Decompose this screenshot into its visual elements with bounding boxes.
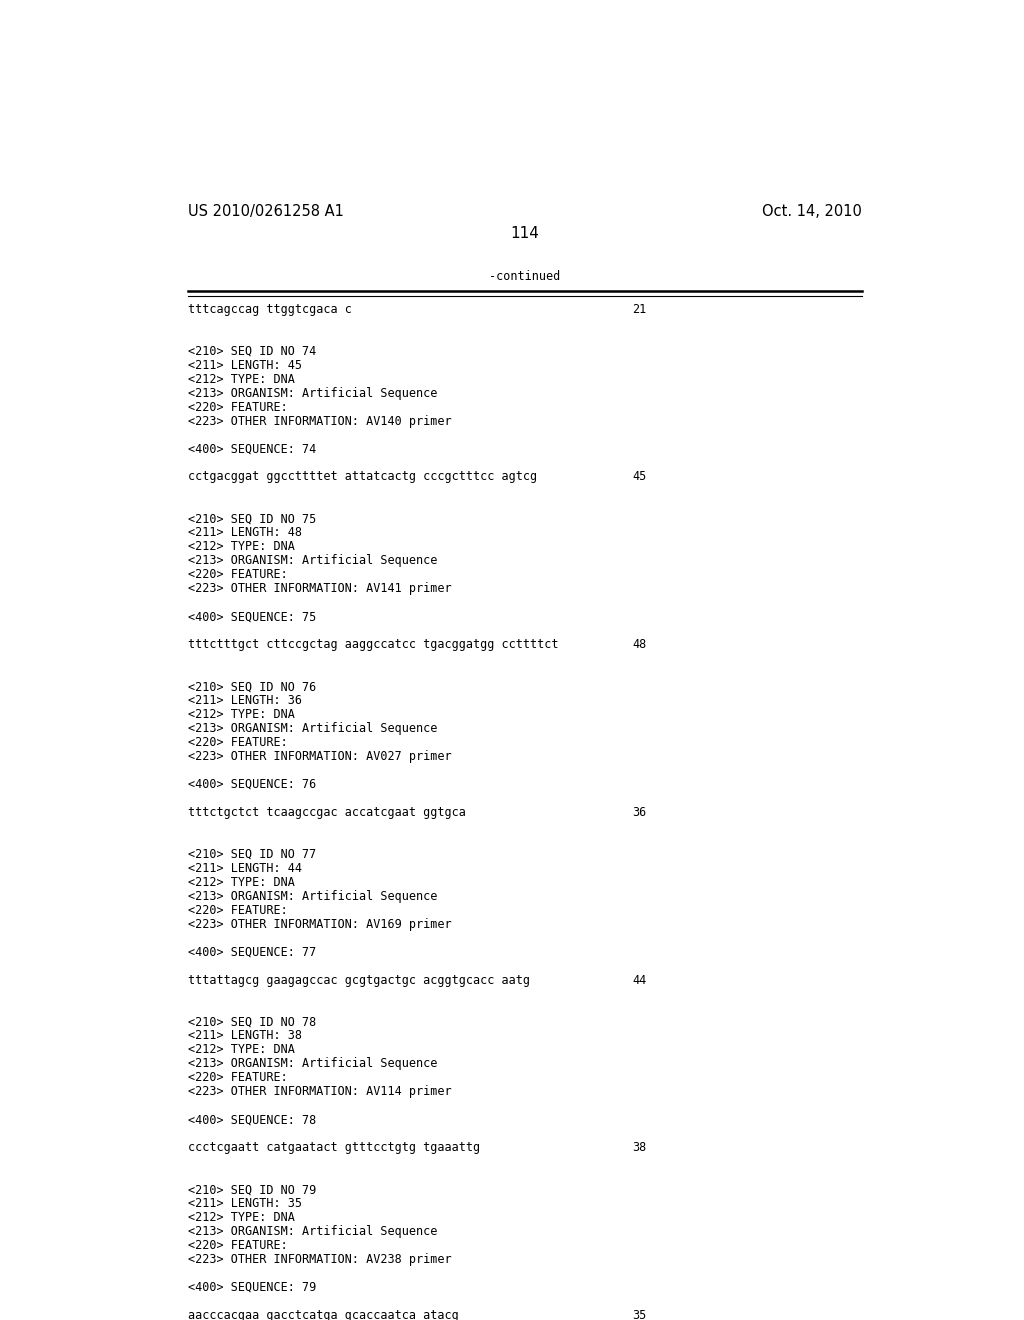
Text: <212> TYPE: DNA: <212> TYPE: DNA [187, 708, 294, 721]
Text: <211> LENGTH: 36: <211> LENGTH: 36 [187, 694, 301, 708]
Text: <220> FEATURE:: <220> FEATURE: [187, 400, 288, 413]
Text: tttctttgct cttccgctag aaggccatcc tgacggatgg ccttttct: tttctttgct cttccgctag aaggccatcc tgacgga… [187, 638, 558, 651]
Text: 38: 38 [632, 1142, 646, 1154]
Text: <212> TYPE: DNA: <212> TYPE: DNA [187, 1212, 294, 1224]
Text: -continued: -continued [489, 271, 560, 284]
Text: <212> TYPE: DNA: <212> TYPE: DNA [187, 540, 294, 553]
Text: <400> SEQUENCE: 76: <400> SEQUENCE: 76 [187, 777, 315, 791]
Text: <211> LENGTH: 35: <211> LENGTH: 35 [187, 1197, 301, 1210]
Text: aacccacgaa gacctcatga gcaccaatca atacg: aacccacgaa gacctcatga gcaccaatca atacg [187, 1309, 459, 1320]
Text: <210> SEQ ID NO 79: <210> SEQ ID NO 79 [187, 1183, 315, 1196]
Text: <223> OTHER INFORMATION: AV238 primer: <223> OTHER INFORMATION: AV238 primer [187, 1253, 452, 1266]
Text: cctgacggat ggccttttet attatcactg cccgctttcc agtcg: cctgacggat ggccttttet attatcactg cccgctt… [187, 470, 537, 483]
Text: <400> SEQUENCE: 77: <400> SEQUENCE: 77 [187, 945, 315, 958]
Text: <210> SEQ ID NO 76: <210> SEQ ID NO 76 [187, 680, 315, 693]
Text: <400> SEQUENCE: 78: <400> SEQUENCE: 78 [187, 1113, 315, 1126]
Text: <213> ORGANISM: Artificial Sequence: <213> ORGANISM: Artificial Sequence [187, 1057, 437, 1071]
Text: <223> OTHER INFORMATION: AV140 primer: <223> OTHER INFORMATION: AV140 primer [187, 414, 452, 428]
Text: <211> LENGTH: 45: <211> LENGTH: 45 [187, 359, 301, 372]
Text: Oct. 14, 2010: Oct. 14, 2010 [762, 205, 862, 219]
Text: 36: 36 [632, 805, 646, 818]
Text: <223> OTHER INFORMATION: AV114 primer: <223> OTHER INFORMATION: AV114 primer [187, 1085, 452, 1098]
Text: <212> TYPE: DNA: <212> TYPE: DNA [187, 1043, 294, 1056]
Text: 21: 21 [632, 302, 646, 315]
Text: <211> LENGTH: 44: <211> LENGTH: 44 [187, 862, 301, 875]
Text: <210> SEQ ID NO 77: <210> SEQ ID NO 77 [187, 847, 315, 861]
Text: <211> LENGTH: 38: <211> LENGTH: 38 [187, 1030, 301, 1043]
Text: <213> ORGANISM: Artificial Sequence: <213> ORGANISM: Artificial Sequence [187, 387, 437, 400]
Text: <213> ORGANISM: Artificial Sequence: <213> ORGANISM: Artificial Sequence [187, 1225, 437, 1238]
Text: <213> ORGANISM: Artificial Sequence: <213> ORGANISM: Artificial Sequence [187, 722, 437, 735]
Text: <220> FEATURE:: <220> FEATURE: [187, 1072, 288, 1085]
Text: <212> TYPE: DNA: <212> TYPE: DNA [187, 875, 294, 888]
Text: US 2010/0261258 A1: US 2010/0261258 A1 [187, 205, 343, 219]
Text: <211> LENGTH: 48: <211> LENGTH: 48 [187, 527, 301, 540]
Text: <400> SEQUENCE: 74: <400> SEQUENCE: 74 [187, 442, 315, 455]
Text: <223> OTHER INFORMATION: AV027 primer: <223> OTHER INFORMATION: AV027 primer [187, 750, 452, 763]
Text: <210> SEQ ID NO 78: <210> SEQ ID NO 78 [187, 1015, 315, 1028]
Text: <400> SEQUENCE: 75: <400> SEQUENCE: 75 [187, 610, 315, 623]
Text: <212> TYPE: DNA: <212> TYPE: DNA [187, 372, 294, 385]
Text: <213> ORGANISM: Artificial Sequence: <213> ORGANISM: Artificial Sequence [187, 554, 437, 568]
Text: <223> OTHER INFORMATION: AV141 primer: <223> OTHER INFORMATION: AV141 primer [187, 582, 452, 595]
Text: <220> FEATURE:: <220> FEATURE: [187, 737, 288, 748]
Text: 114: 114 [510, 227, 540, 242]
Text: tttattagcg gaagagccac gcgtgactgc acggtgcacc aatg: tttattagcg gaagagccac gcgtgactgc acggtgc… [187, 974, 529, 986]
Text: tttcagccag ttggtcgaca c: tttcagccag ttggtcgaca c [187, 302, 351, 315]
Text: <213> ORGANISM: Artificial Sequence: <213> ORGANISM: Artificial Sequence [187, 890, 437, 903]
Text: ccctcgaatt catgaatact gtttcctgtg tgaaattg: ccctcgaatt catgaatact gtttcctgtg tgaaatt… [187, 1142, 479, 1154]
Text: <223> OTHER INFORMATION: AV169 primer: <223> OTHER INFORMATION: AV169 primer [187, 917, 452, 931]
Text: <400> SEQUENCE: 79: <400> SEQUENCE: 79 [187, 1280, 315, 1294]
Text: <220> FEATURE:: <220> FEATURE: [187, 569, 288, 581]
Text: 44: 44 [632, 974, 646, 986]
Text: <220> FEATURE:: <220> FEATURE: [187, 1239, 288, 1253]
Text: tttctgctct tcaagccgac accatcgaat ggtgca: tttctgctct tcaagccgac accatcgaat ggtgca [187, 805, 465, 818]
Text: <220> FEATURE:: <220> FEATURE: [187, 904, 288, 916]
Text: <210> SEQ ID NO 74: <210> SEQ ID NO 74 [187, 345, 315, 358]
Text: 45: 45 [632, 470, 646, 483]
Text: 35: 35 [632, 1309, 646, 1320]
Text: 48: 48 [632, 638, 646, 651]
Text: <210> SEQ ID NO 75: <210> SEQ ID NO 75 [187, 512, 315, 525]
